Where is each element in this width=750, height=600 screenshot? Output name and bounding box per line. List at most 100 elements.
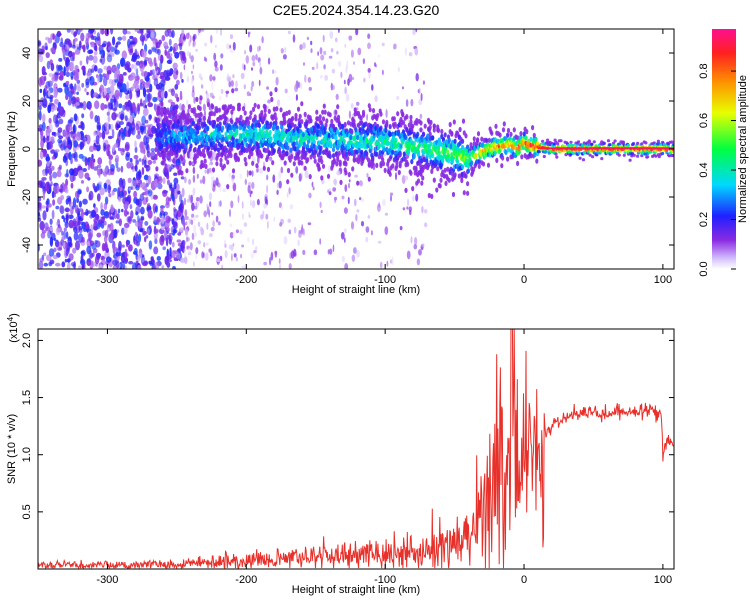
- heatmap-ridge-cell: [231, 168, 236, 174]
- heatmap-noise-cell: [171, 241, 175, 248]
- heatmap-noise-cell: [206, 168, 210, 175]
- heatmap-noise-cell: [367, 68, 371, 73]
- heatmap-noise-cell: [270, 251, 274, 261]
- heatmap-noise-cell: [75, 191, 79, 199]
- heatmap-ridge-cell: [196, 112, 201, 118]
- heatmap-noise-cell: [211, 81, 214, 91]
- heatmap-ridge-cell: [332, 159, 336, 165]
- heatmap-noise-cell: [58, 140, 64, 148]
- heatmap-noise-cell: [311, 181, 314, 188]
- heatmap-ridge-cell: [453, 138, 457, 144]
- heatmap-noise-cell: [396, 95, 400, 101]
- heatmap-ridge-cell: [626, 147, 629, 150]
- heatmap-ridge-cell: [371, 161, 375, 167]
- heatmap-noise-cell: [81, 236, 85, 243]
- heatmap-ridge-cell: [312, 154, 316, 160]
- heatmap-noise-cell: [88, 54, 94, 61]
- heatmap-noise-cell: [96, 75, 101, 83]
- heatmap-noise-cell: [365, 226, 370, 233]
- heatmap-noise-cell: [130, 162, 134, 170]
- heatmap-noise-cell: [360, 220, 365, 227]
- heatmap-noise-cell: [179, 90, 183, 99]
- heatmap-noise-cell: [85, 208, 89, 216]
- heatmap-ridge-cell: [576, 147, 579, 150]
- heatmap-ridge-cell: [420, 158, 424, 164]
- heatmap-ridge-cell: [382, 147, 386, 153]
- heatmap-noise-cell: [57, 65, 64, 72]
- heatmap-noise-cell: [106, 72, 110, 81]
- heatmap-noise-cell: [81, 65, 86, 71]
- heatmap-noise-cell: [103, 220, 107, 226]
- heatmap-ridge-cell: [355, 149, 359, 155]
- heatmap-noise-cell: [410, 236, 413, 244]
- heatmap-noise-cell: [100, 255, 106, 261]
- heatmap-noise-cell: [81, 221, 86, 230]
- heatmap-ridge-cell: [529, 153, 533, 159]
- heatmap-noise-cell: [284, 88, 288, 94]
- heatmap-noise-cell: [101, 216, 106, 220]
- heatmap-ridge-cell: [323, 109, 327, 115]
- heatmap-noise-cell: [319, 47, 323, 55]
- heatmap-ridge-cell: [612, 147, 615, 150]
- heatmap-noise-cell: [152, 40, 156, 47]
- heatmap-noise-cell: [145, 182, 149, 188]
- heatmap-noise-cell: [206, 206, 210, 215]
- heatmap-ridge-cell: [267, 150, 271, 157]
- heatmap-ridge-cell: [431, 153, 435, 159]
- heatmap-ridge-cell: [378, 150, 382, 156]
- heatmap-ridge-cell: [279, 107, 283, 113]
- heatmap-noise-cell: [215, 215, 219, 223]
- heatmap-noise-cell: [345, 93, 350, 102]
- heatmap-noise-cell: [166, 227, 171, 232]
- heatmap-ridge-cell: [286, 145, 290, 151]
- heatmap-noise-cell: [355, 29, 359, 36]
- heatmap-noise-cell: [107, 211, 112, 218]
- heatmap-noise-cell: [234, 87, 239, 92]
- heatmap-noise-cell: [362, 58, 366, 65]
- heatmap-noise-cell: [133, 190, 138, 199]
- heatmap-ridge-cell: [344, 170, 348, 176]
- heatmap-noise-cell: [139, 60, 144, 69]
- heatmap-noise-cell: [96, 40, 100, 45]
- heatmap-noise-cell: [81, 122, 85, 131]
- heatmap-noise-cell: [57, 166, 62, 172]
- heatmap-noise-cell: [297, 81, 301, 89]
- heatmap-ridge-cell: [206, 125, 210, 132]
- heatmap-noise-cell: [241, 244, 245, 248]
- heatmap-ridge-cell: [283, 160, 287, 166]
- heatmap-ridge-cell: [351, 142, 356, 148]
- heatmap-noise-cell: [75, 102, 80, 106]
- heatmap-noise-cell: [341, 195, 345, 200]
- heatmap-ridge-cell: [266, 166, 271, 172]
- heatmap-noise-cell: [191, 90, 195, 98]
- heatmap-noise-cell: [129, 115, 133, 124]
- heatmap-noise-cell: [209, 92, 214, 98]
- colorbar-label: Normalized spectral amplitude: [737, 75, 749, 223]
- heatmap-ridge-cell: [231, 105, 236, 111]
- heatmap-ridge-cell: [320, 159, 324, 165]
- heatmap-noise-cell: [61, 236, 65, 240]
- heatmap-noise-cell: [204, 110, 206, 118]
- heatmap-noise-cell: [96, 255, 101, 260]
- heatmap-noise-cell: [278, 180, 282, 189]
- heatmap-noise-cell: [49, 236, 54, 247]
- heatmap-noise-cell: [334, 196, 336, 204]
- heatmap-ridge-cell: [263, 112, 267, 118]
- heatmap-noise-cell: [384, 212, 389, 216]
- heatmap-noise-cell: [153, 78, 159, 87]
- heatmap-noise-cell: [93, 51, 98, 56]
- heatmap-noise-cell: [75, 240, 80, 251]
- heatmap-ridge-cell: [441, 169, 445, 175]
- heatmap-ridge-cell: [230, 119, 234, 125]
- heatmap-ridge-cell: [303, 165, 307, 171]
- heatmap-ridge-cell: [291, 122, 295, 128]
- heatmap-noise-cell: [179, 71, 183, 80]
- heatmap-ridge-cell: [411, 186, 415, 192]
- heatmap-noise-cell: [139, 125, 145, 131]
- heatmap-noise-cell: [40, 130, 44, 137]
- heatmap-ridge-cell: [450, 130, 454, 136]
- heatmap-ridge-cell: [313, 158, 317, 164]
- heatmap-noise-cell: [412, 29, 416, 36]
- heatmap-noise-cell: [55, 262, 61, 267]
